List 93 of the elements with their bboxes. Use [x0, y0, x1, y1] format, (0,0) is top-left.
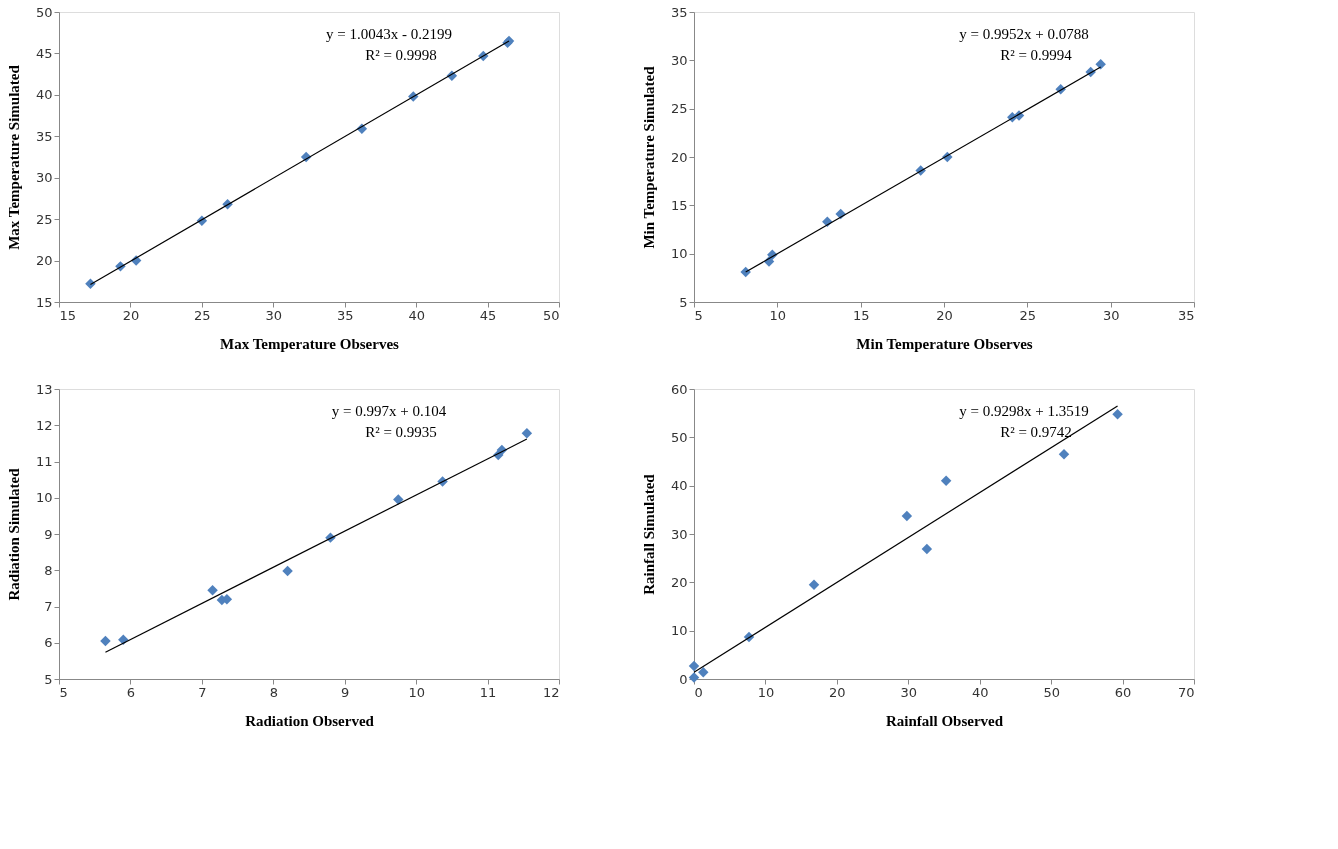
- x-tick-label: 5: [694, 307, 703, 323]
- x-tick-label: 40: [971, 684, 989, 700]
- y-tick-label: 5: [679, 294, 688, 310]
- y-tick-label: 9: [44, 526, 53, 542]
- point: [688, 672, 700, 683]
- x-tick-label: 70: [1177, 684, 1195, 700]
- x-tick-label: 12: [542, 684, 560, 700]
- x-tick-label: 35: [1177, 307, 1195, 323]
- point: [940, 475, 952, 487]
- x-tick-label: 8: [269, 684, 278, 700]
- point: [901, 510, 913, 522]
- point: [808, 579, 820, 590]
- y-tick-label: 10: [670, 623, 688, 639]
- x-tick-label: 30: [900, 684, 918, 700]
- y-tick-label: 10: [670, 246, 688, 262]
- point: [393, 494, 404, 505]
- y-tick-label: 15: [35, 294, 53, 310]
- x-tick-label: 30: [265, 307, 283, 323]
- x-tick-label: 40: [408, 307, 425, 323]
- x-tick-label: 35: [336, 307, 354, 323]
- y-tick-label: 30: [670, 526, 688, 542]
- x-tick-label: 0: [694, 684, 703, 700]
- y-axis-title: Rainfall Simulated: [640, 473, 657, 595]
- annotation: R² = 0.9994: [1000, 47, 1073, 63]
- y-tick-label: 20: [670, 574, 688, 590]
- x-tick-label: 10: [757, 684, 775, 700]
- y-tick-label: 11: [35, 454, 53, 469]
- annotation: R² = 0.9998: [365, 47, 437, 63]
- y-tick-label: 40: [35, 87, 53, 103]
- y-tick-label: 7: [44, 599, 53, 614]
- x-tick-label: 15: [852, 307, 870, 323]
- y-tick-label: 45: [35, 45, 53, 61]
- x-tick-label: 25: [1019, 307, 1037, 323]
- x-tick-label: 20: [829, 684, 846, 700]
- point: [688, 660, 700, 672]
- x-tick-label: 60: [1114, 684, 1132, 700]
- x-tick-label: 11: [479, 684, 497, 700]
- y-tick-label: 50: [35, 4, 53, 20]
- x-tick-label: 50: [542, 307, 560, 323]
- x-tick-label: 6: [126, 684, 136, 700]
- y-tick-label: 25: [35, 211, 53, 227]
- x-tick-label: 50: [1043, 684, 1060, 700]
- y-axis-title: Min Temperature Simulated: [640, 65, 657, 249]
- y-tick-label: 20: [35, 253, 53, 269]
- point: [921, 543, 933, 555]
- x-tick-label: 10: [408, 684, 425, 700]
- y-tick-label: 5: [44, 671, 53, 687]
- annotation: y = 0.997x + 0.104: [331, 403, 447, 419]
- y-tick-label: 35: [670, 4, 688, 20]
- point: [1112, 408, 1123, 420]
- y-tick-label: 40: [670, 478, 688, 494]
- y-tick-label: 35: [35, 128, 53, 144]
- y-tick-label: 30: [670, 52, 688, 68]
- y-tick-label: 60: [670, 381, 688, 397]
- x-tick-label: 5: [59, 684, 68, 700]
- x-axis-title: Max Temperature Observes: [220, 335, 400, 352]
- x-tick-label: 20: [936, 307, 953, 323]
- x-tick-label: 45: [479, 307, 497, 323]
- point: [698, 666, 709, 678]
- y-tick-label: 6: [44, 635, 53, 651]
- x-tick-label: 15: [59, 307, 77, 323]
- y-axis-title: Radiation Simulated: [5, 467, 22, 601]
- point: [521, 427, 533, 439]
- x-tick-label: 9: [341, 684, 350, 700]
- y-tick-label: 12: [35, 417, 53, 433]
- point: [282, 565, 293, 577]
- x-tick-label: 20: [122, 307, 140, 323]
- x-axis-title: Rainfall Observed: [885, 712, 1004, 729]
- y-tick-label: 13: [35, 381, 53, 397]
- y-tick-label: 8: [44, 562, 53, 578]
- x-tick-label: 10: [769, 307, 787, 323]
- annotation: y = 0.9952x + 0.0788: [959, 26, 1089, 42]
- point: [1058, 449, 1070, 460]
- point: [100, 635, 111, 647]
- x-tick-label: 30: [1102, 307, 1120, 323]
- annotation: y = 0.9298x + 1.3519: [959, 403, 1089, 419]
- x-tick-label: 25: [194, 307, 211, 323]
- annotation: R² = 0.9742: [1000, 424, 1072, 440]
- point: [1095, 58, 1106, 70]
- y-axis-title: Max Temperature Simulated: [5, 64, 22, 250]
- y-tick-label: 50: [670, 429, 688, 445]
- y-tick-label: 10: [35, 490, 53, 506]
- x-axis-title: Radiation Observed: [245, 712, 375, 729]
- y-tick-label: 0: [679, 671, 688, 687]
- y-tick-label: 15: [670, 197, 688, 213]
- y-tick-label: 20: [670, 149, 688, 165]
- annotation: R² = 0.9935: [365, 424, 437, 440]
- y-tick-label: 25: [670, 101, 688, 117]
- y-tick-label: 30: [35, 170, 53, 186]
- point: [207, 584, 218, 596]
- x-axis-title: Min Temperature Observes: [856, 335, 1033, 352]
- x-tick-label: 7: [198, 684, 207, 700]
- annotation: y = 1.0043x - 0.2199: [326, 26, 452, 42]
